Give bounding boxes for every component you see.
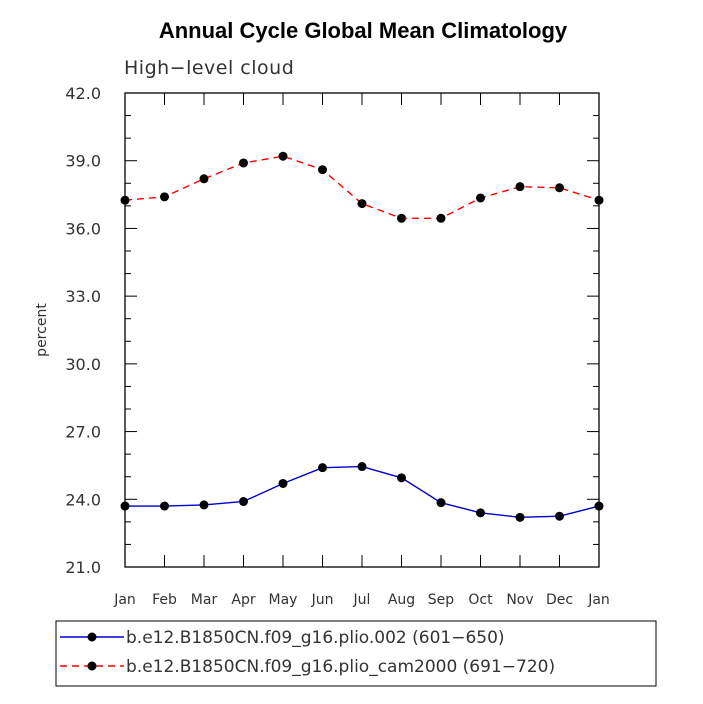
series-1-point (120, 195, 130, 205)
series-layer (120, 151, 604, 522)
series-1-point (160, 192, 169, 202)
legend-box (55, 620, 657, 687)
x-tick-label: Feb (152, 592, 177, 608)
x-tick-label: May (269, 592, 298, 608)
series-0-point (239, 497, 248, 507)
plot-frame (124, 92, 600, 568)
series-1-point (555, 183, 564, 193)
series-0-point (357, 462, 367, 472)
y-tick-labels: 21.0 24.0 27.0 30.0 33.0 36.0 39.0 42.0 (65, 84, 101, 577)
series-1-point (476, 193, 485, 203)
y-tick-label: 24.0 (65, 490, 101, 509)
series-0-point (555, 511, 564, 521)
x-tick-label: Dec (546, 592, 573, 608)
series-1-point (397, 213, 406, 223)
y-tick-label: 42.0 (65, 84, 101, 103)
legend-label-0: b.e12.B1850CN.f09_g16.plio.002 (601−650) (126, 628, 505, 648)
series-0-point (476, 508, 485, 518)
x-tick-label: Aug (388, 592, 415, 608)
legend: b.e12.B1850CN.f09_g16.plio.002 (601−650)… (60, 628, 555, 677)
y-tick-label: 21.0 (65, 558, 101, 577)
series-1-point (515, 182, 525, 192)
x-tick-label: Jan (113, 592, 136, 608)
series-1-point (278, 151, 288, 161)
series-1-point (239, 158, 248, 168)
series-0-point (397, 473, 406, 483)
x-tick-label: Nov (506, 592, 533, 608)
x-tick-label: Sep (428, 592, 455, 608)
series-0-point (199, 500, 209, 510)
y-tick-label: 36.0 (65, 219, 101, 238)
series-1-point (199, 174, 209, 184)
y-tick-label: 39.0 (65, 152, 101, 171)
series-line-1 (124, 155, 600, 220)
y-tick-label: 30.0 (65, 355, 101, 374)
series-1-point (594, 195, 604, 205)
x-tick-label: Mar (191, 592, 218, 608)
legend-label-1: b.e12.B1850CN.f09_g16.plio_cam2000 (691−… (126, 657, 555, 677)
series-0-point (436, 498, 446, 508)
x-tick-labels: Jan Feb Mar Apr May Jun Jul Aug Sep Oct Nov Dec Jan (113, 592, 610, 608)
legend-marker-0 (87, 632, 97, 642)
chart-title: Annual Cycle Global Mean Climatology (159, 18, 568, 43)
x-tick-label: Apr (231, 592, 255, 608)
series-0-point (120, 501, 130, 511)
series-1-point (318, 165, 327, 175)
chart-subtitle: High−level cloud (124, 57, 294, 79)
axis-ticks (124, 92, 600, 568)
series-0-point (278, 478, 288, 488)
series-0-point (515, 512, 525, 522)
series-1-point (357, 199, 367, 209)
series-0-point (160, 501, 169, 511)
series-0-point (318, 463, 327, 473)
y-tick-label: 33.0 (65, 287, 101, 306)
x-tick-label: Jan (587, 592, 610, 608)
y-tick-label: 27.0 (65, 423, 101, 442)
x-tick-label: Jul (353, 592, 371, 608)
y-axis-label: percent (34, 303, 50, 357)
series-1-point (436, 213, 446, 223)
x-tick-label: Jun (311, 592, 334, 608)
x-tick-label: Oct (468, 592, 493, 608)
series-0-point (594, 501, 604, 511)
series-line-0 (125, 465, 600, 519)
legend-marker-1 (87, 661, 97, 671)
